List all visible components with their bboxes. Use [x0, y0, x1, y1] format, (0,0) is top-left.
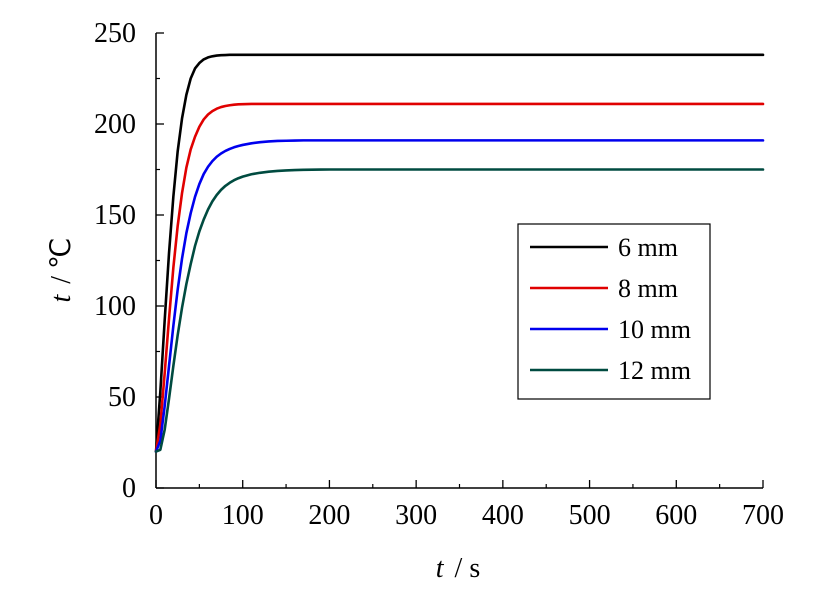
x-tick-label: 600 — [655, 500, 697, 531]
series-line — [154, 102, 765, 453]
y-tick-label: 200 — [94, 109, 136, 140]
series-line — [154, 139, 765, 453]
x-tick-label: 100 — [222, 500, 264, 531]
y-tick-label: 250 — [94, 18, 136, 49]
legend-label: 8 mm — [618, 274, 678, 303]
series-layer — [154, 53, 765, 453]
x-tick-label: 700 — [742, 500, 784, 531]
legend: 6 mm 8 mm 10 mm 12 mm — [517, 223, 711, 400]
y-axis-title: t / ℃ — [46, 237, 77, 302]
y-tick-label: 50 — [108, 382, 136, 413]
x-axis-title: t / s — [436, 553, 480, 584]
x-tick-label: 300 — [395, 500, 437, 531]
y-axis-variable: t — [46, 294, 77, 303]
series-line — [154, 53, 765, 453]
y-tick-label: 0 — [122, 473, 136, 504]
x-tick-label: 200 — [308, 500, 350, 531]
series-line — [154, 168, 765, 453]
y-axis-unit: ℃ — [46, 237, 77, 268]
x-tick-label: 0 — [149, 500, 163, 531]
x-axis-unit: s — [469, 553, 480, 584]
x-tick-label: 500 — [569, 500, 611, 531]
legend-label: 6 mm — [618, 233, 678, 262]
legend-label: 12 mm — [618, 356, 691, 385]
y-tick-label: 100 — [94, 291, 136, 322]
x-axis-variable: t — [436, 553, 445, 584]
x-tick-label: 400 — [482, 500, 524, 531]
y-tick-label: 150 — [94, 200, 136, 231]
axes-layer: 0 100 200 300 400 500 600 700 0 50 100 150 200 250 — [94, 18, 784, 531]
legend-label: 10 mm — [618, 315, 691, 344]
